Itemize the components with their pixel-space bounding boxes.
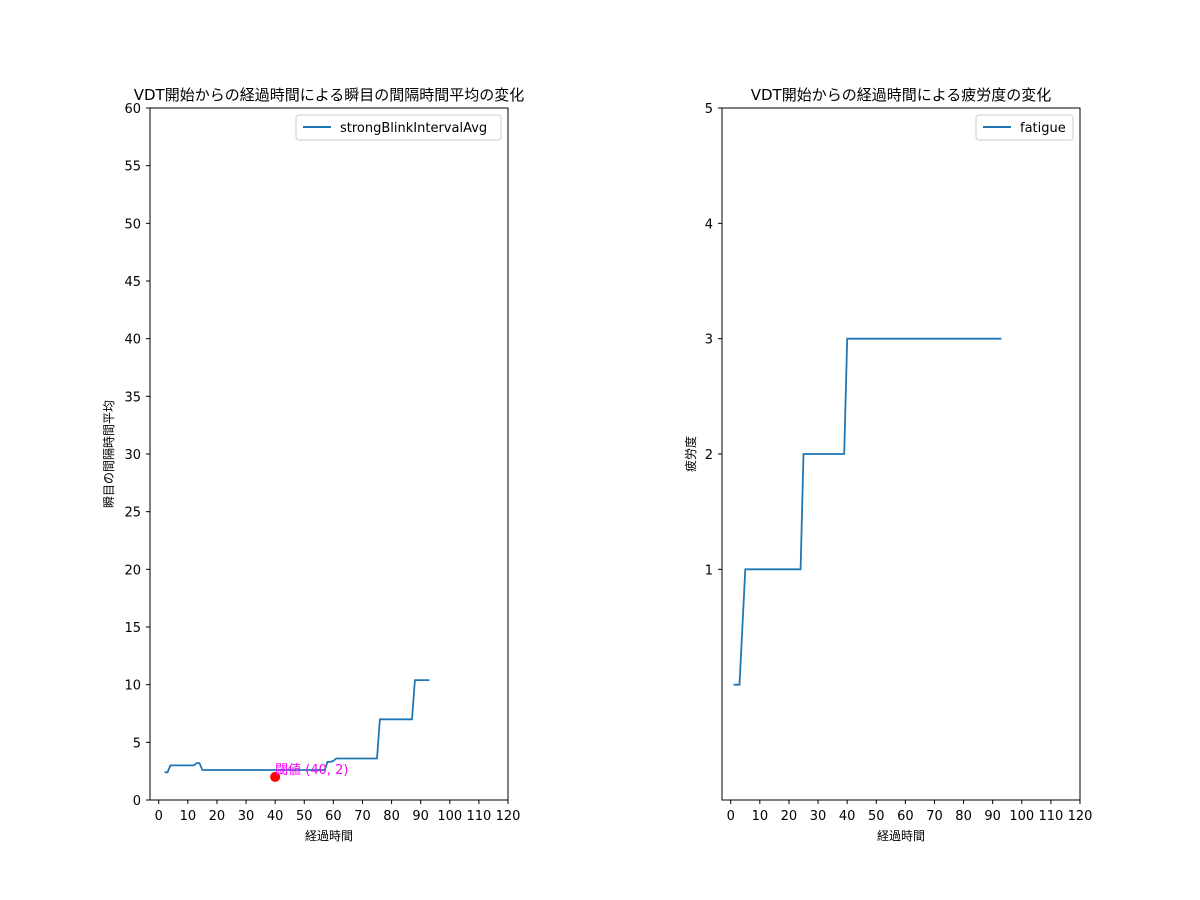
x-axis: 0 10 20 30 40 50 60 70 80 90 100 110 120 [155, 800, 521, 824]
series-layer [164, 679, 430, 774]
y-tick-label: 50 [124, 217, 141, 232]
y-tick-label: 40 [124, 333, 141, 348]
y-tick-label: 5 [705, 102, 713, 117]
threshold-label: 閾値 (40, 2) [275, 762, 348, 778]
x-axis-label: 経過時間 [877, 829, 925, 843]
interval-chart: VDT開始からの経過時間による瞬目の間隔時間平均の変化 0 10 20 30 40 50 6… [102, 86, 524, 843]
x-tick-label: 120 [1068, 809, 1093, 824]
y-axis-label: 疲労度 [683, 436, 698, 472]
y-tick-label: 25 [124, 506, 141, 521]
x-tick-label: 110 [1038, 809, 1063, 824]
x-tick-label: 30 [238, 809, 255, 824]
x-tick-label: 10 [752, 809, 769, 824]
x-tick-label: 40 [839, 809, 856, 824]
x-tick-label: 90 [412, 809, 429, 824]
x-tick-label: 70 [926, 809, 943, 824]
x-tick-label: 80 [383, 809, 400, 824]
x-tick-label: 30 [810, 809, 827, 824]
y-tick-label: 30 [124, 448, 141, 463]
x-tick-label: 60 [325, 809, 342, 824]
threshold-point [270, 771, 281, 782]
x-tick-label: 20 [209, 809, 226, 824]
y-tick-label: 35 [124, 390, 141, 405]
y-tick-label: 55 [124, 160, 141, 175]
legend-label: fatigue [1020, 121, 1066, 136]
legend-label: strongBlinkIntervalAvg [340, 121, 487, 136]
x-tick-label: 90 [984, 809, 1001, 824]
x-tick-label: 40 [267, 809, 284, 824]
chart-title: VDT開始からの経過時間による瞬目の間隔時間平均の変化 [134, 86, 525, 104]
y-tick-label: 15 [124, 621, 141, 636]
legend: fatigue [975, 114, 1074, 141]
legend-box [295, 114, 502, 141]
chart-title: VDT開始からの経過時間による疲労度の変化 [751, 86, 1052, 104]
y-axis-label: 瞬目の間隔時間平均 [102, 400, 116, 508]
y-tick-label: 5 [133, 736, 141, 751]
x-tick-label: 100 [437, 809, 462, 824]
x-tick-label: 10 [180, 809, 197, 824]
x-tick-label: 0 [727, 809, 735, 824]
x-tick-label: 70 [354, 809, 371, 824]
y-tick-label: 4 [705, 217, 713, 232]
y-tick-label: 3 [705, 333, 713, 348]
x-tick-label: 20 [781, 809, 798, 824]
y-tick-label: 45 [124, 275, 141, 290]
series-line [164, 679, 430, 774]
x-tick-label: 80 [955, 809, 972, 824]
x-tick-label: 50 [296, 809, 313, 824]
x-tick-label: 60 [897, 809, 914, 824]
fatigue-chart: VDT開始からの経過時間による疲労度の変化 0 10 20 30 40 50 60 70 80 9… [683, 86, 1092, 843]
y-tick-label: 0 [133, 794, 141, 809]
y-axis: 0 5 10 15 20 25 30 35 40 45 50 55 60 [124, 102, 150, 809]
y-tick-label: 20 [124, 563, 141, 578]
y-tick-label: 2 [705, 448, 713, 463]
legend-box [975, 114, 1074, 141]
legend: strongBlinkIntervalAvg [295, 114, 502, 141]
y-axis: 1 2 3 4 5 [705, 102, 722, 578]
y-tick-label: 1 [705, 563, 713, 578]
y-tick-label: 60 [124, 102, 141, 117]
threshold-annotation: 閾値 (40, 2) [270, 762, 349, 782]
x-tick-label: 120 [496, 809, 521, 824]
series-line [733, 337, 1002, 686]
x-tick-label: 100 [1009, 809, 1034, 824]
y-tick-label: 10 [124, 679, 141, 694]
x-axis-label: 経過時間 [305, 829, 353, 843]
x-tick-label: 110 [466, 809, 491, 824]
x-axis: 0 10 20 30 40 50 60 70 80 90 100 110 120 [727, 800, 1093, 824]
x-tick-label: 0 [155, 809, 163, 824]
series-layer [733, 337, 1002, 686]
x-tick-label: 50 [868, 809, 885, 824]
